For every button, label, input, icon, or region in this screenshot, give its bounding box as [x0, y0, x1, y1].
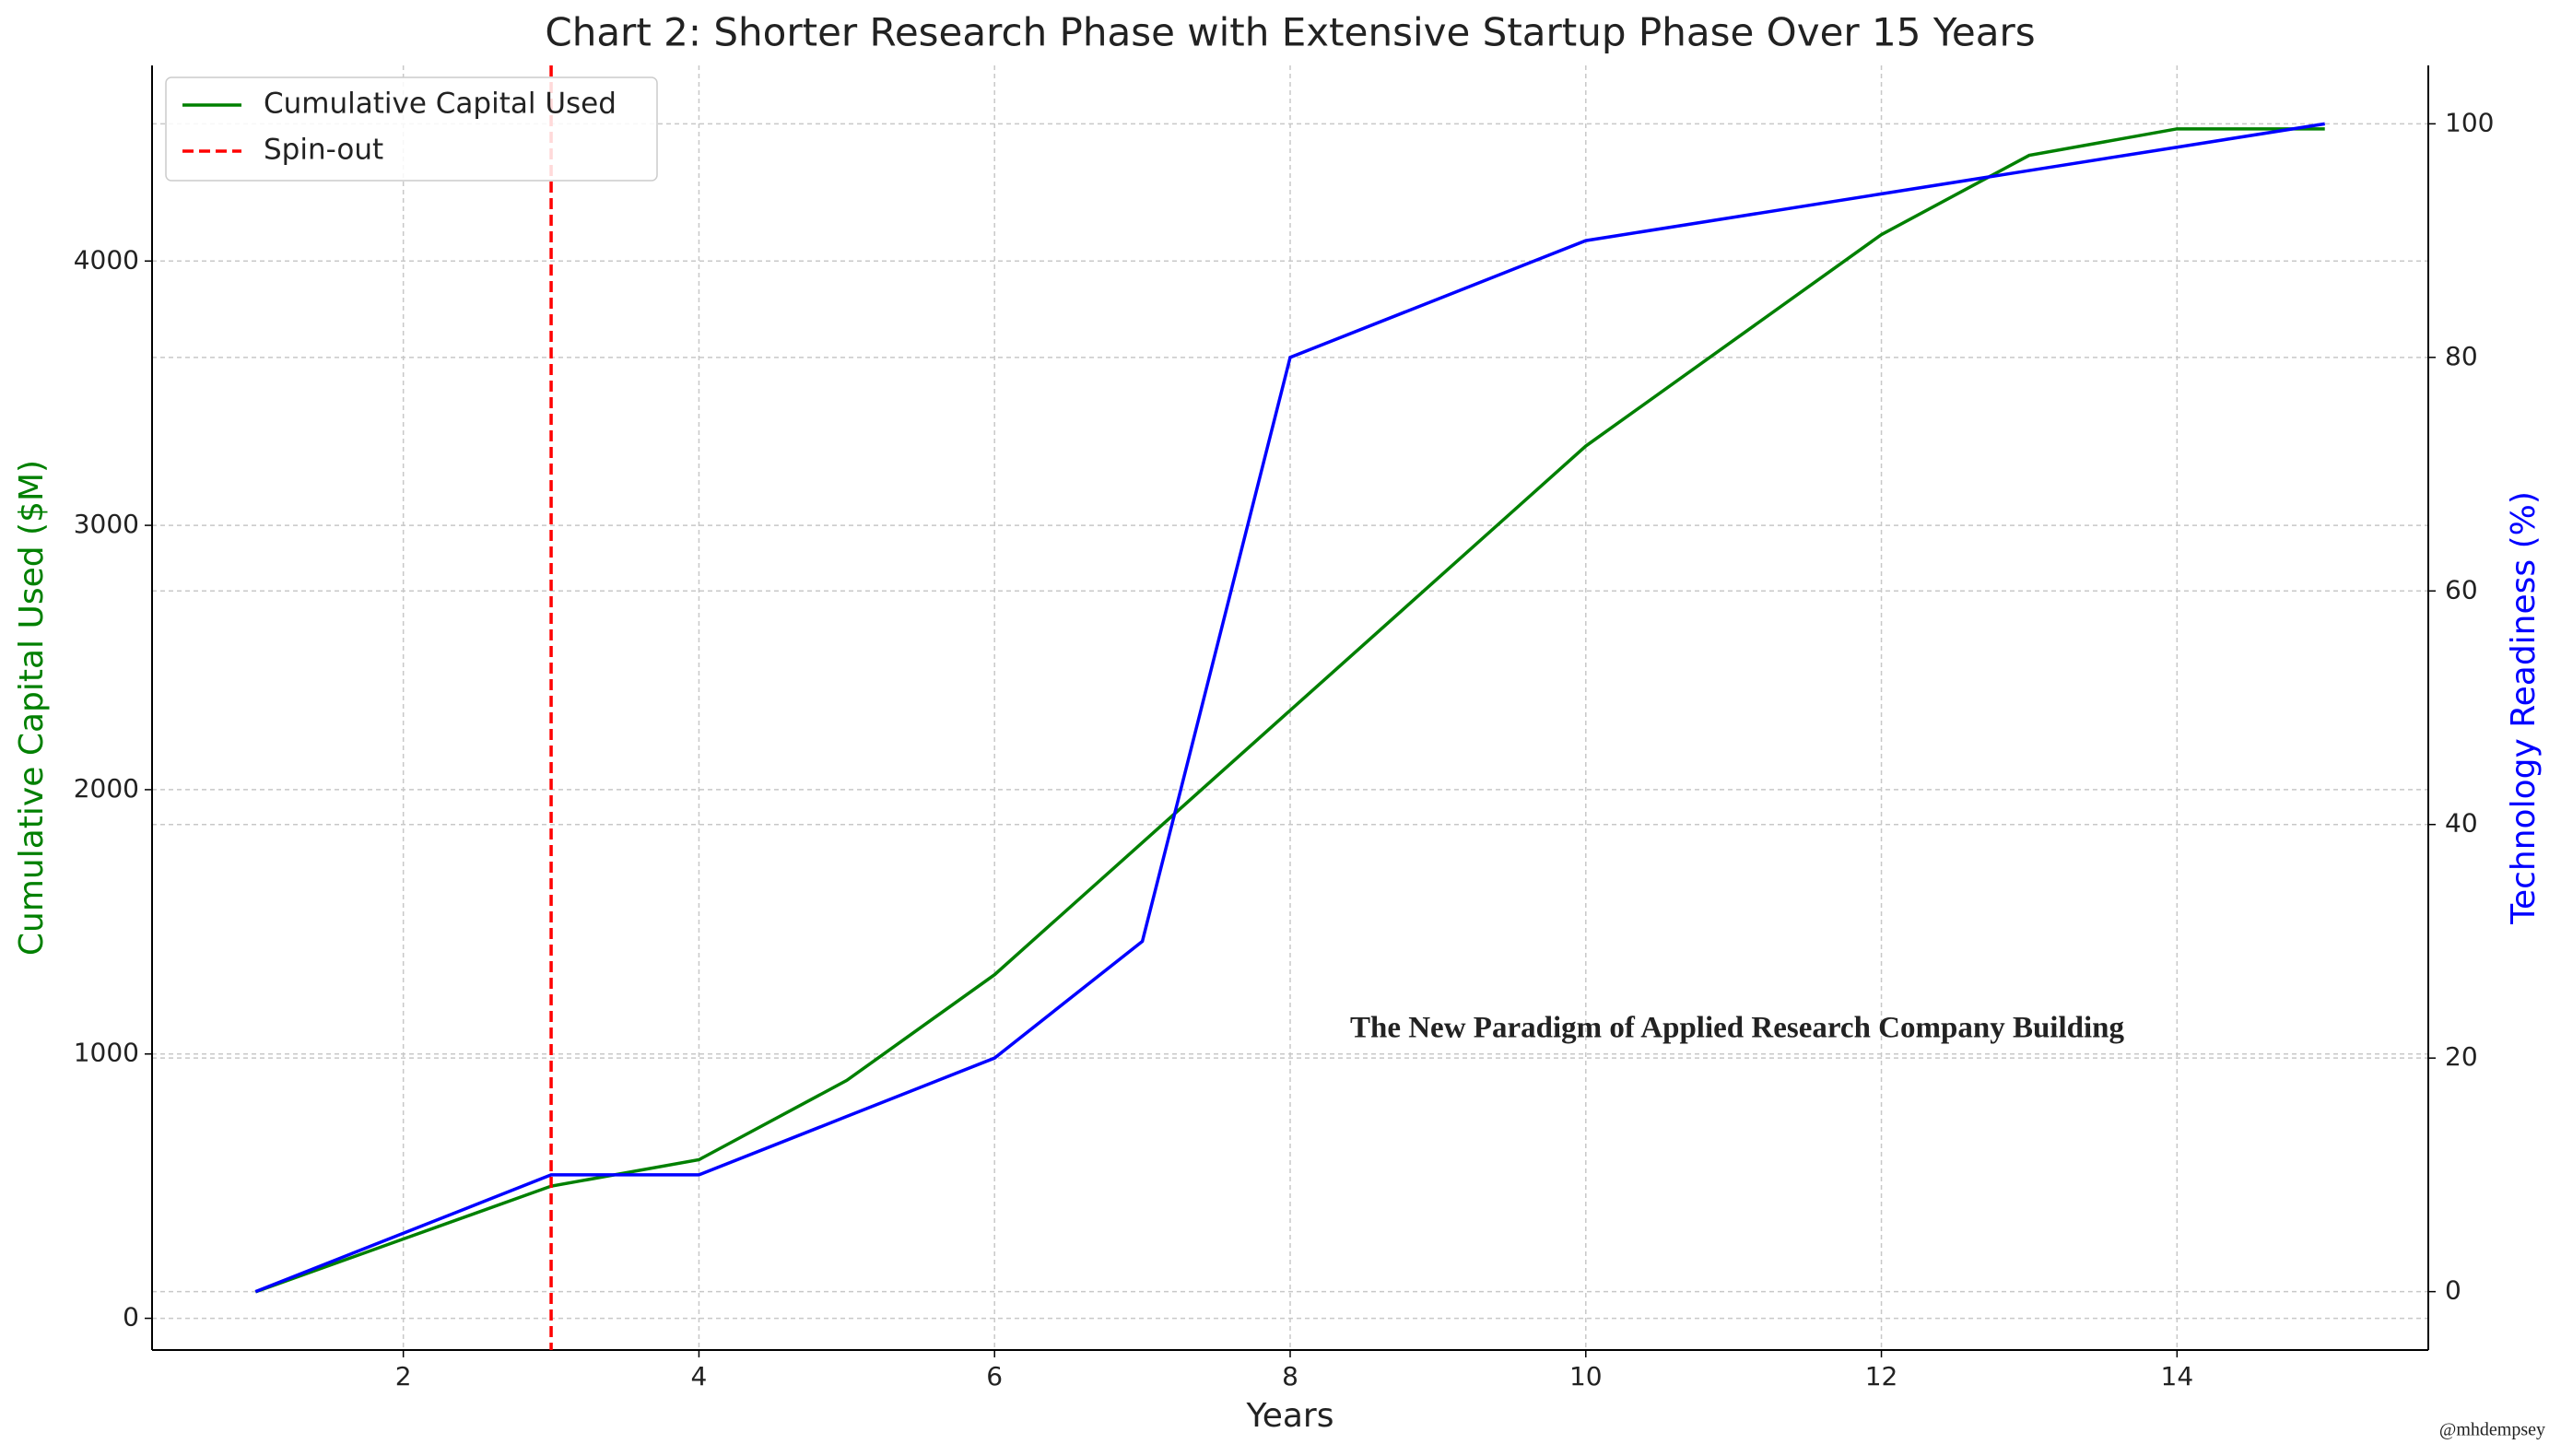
y2-tick-label: 40	[2445, 808, 2478, 839]
legend: Cumulative Capital Used Spin-out	[165, 76, 658, 182]
x-tick-label: 6	[986, 1361, 1003, 1391]
annotation: The New Paradigm of Applied Research Com…	[1350, 1012, 2125, 1045]
y-tick-label: 0	[123, 1302, 139, 1333]
y2-tick-label: 20	[2445, 1041, 2478, 1072]
x-tick-label: 14	[2161, 1361, 2194, 1391]
y-tick-label: 1000	[74, 1038, 139, 1068]
y2-tick-label: 0	[2445, 1275, 2461, 1306]
x-tick-label: 4	[691, 1361, 708, 1391]
y2-tick-label: 80	[2445, 341, 2478, 371]
legend-label: Cumulative Capital Used	[264, 88, 617, 121]
y2-tick-label: 60	[2445, 574, 2478, 605]
x-tick-label: 10	[1569, 1361, 1603, 1391]
y-axis-label: Cumulative Capital Used ($M)	[13, 460, 51, 956]
y-tick-label: 4000	[74, 244, 139, 275]
y-tick-label: 3000	[74, 509, 139, 539]
watermark: @mhdempsey	[2439, 1420, 2545, 1440]
y2-axis-label: Technology Readiness (%)	[2505, 491, 2543, 925]
x-tick-label: 2	[395, 1361, 412, 1391]
y-tick-label: 2000	[74, 773, 139, 804]
legend-frame	[165, 76, 658, 182]
x-tick-label: 8	[1282, 1361, 1298, 1391]
x-axis-label: Years	[1246, 1397, 1334, 1435]
data-line	[254, 122, 2326, 1294]
data-line	[254, 127, 2325, 1294]
legend-label: Spin-out	[264, 134, 383, 167]
x-tick-label: 12	[1865, 1361, 1898, 1391]
chart-title: Chart 2: Shorter Research Phase with Ext…	[545, 10, 2035, 55]
y2-tick-label: 100	[2445, 107, 2494, 137]
